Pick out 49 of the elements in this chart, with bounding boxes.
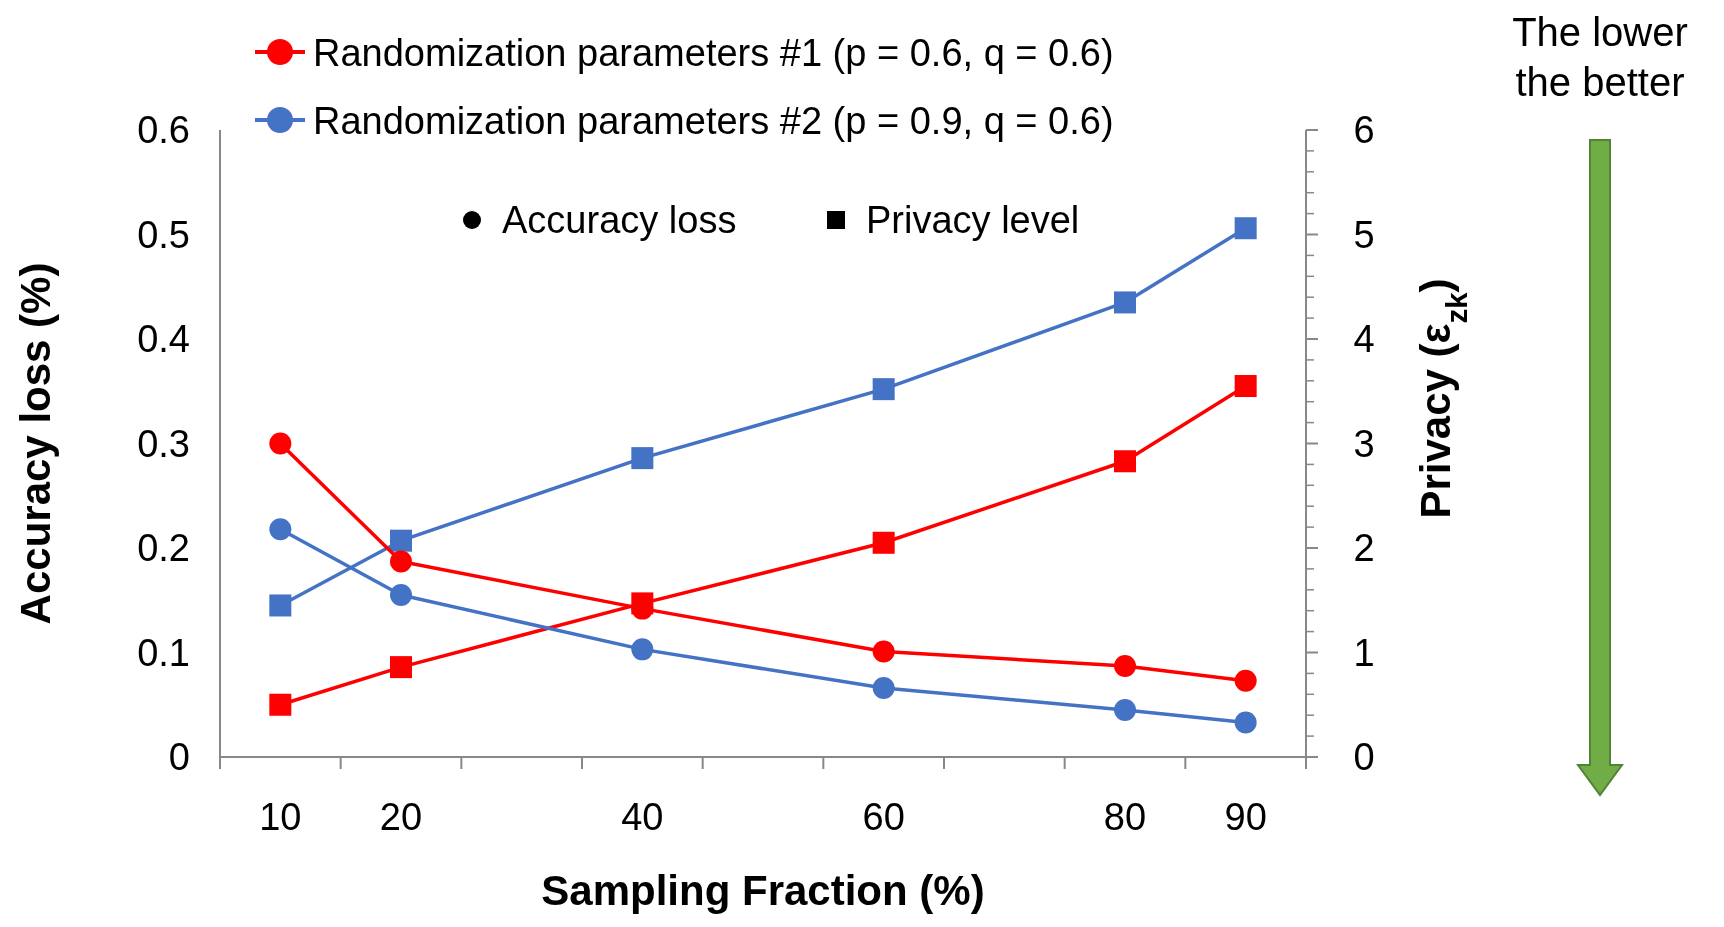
legend-label: Randomization parameters #2 (p = 0.9, q = 0.6): [313, 100, 1114, 142]
point: [1114, 655, 1136, 678]
x-tick-label: 20: [379, 796, 423, 838]
point: [631, 447, 654, 470]
point: [872, 677, 895, 700]
point: [1234, 669, 1257, 692]
point: [1234, 217, 1257, 240]
y-tick-label: 0.5: [137, 213, 190, 256]
point: [1114, 698, 1136, 721]
y2-tick-label: 4: [1353, 318, 1375, 360]
x-axis-title: Sampling Fraction (%): [541, 867, 985, 914]
point: [390, 550, 412, 573]
y-axis-title: Accuracy loss (%): [12, 262, 59, 625]
point: [1234, 375, 1257, 398]
y-tick-label: 0.4: [137, 318, 190, 360]
point: [631, 638, 654, 661]
point: [269, 518, 292, 541]
x-tick-label: 10: [259, 796, 302, 838]
point: [872, 378, 895, 401]
point: [872, 531, 895, 554]
point: [872, 640, 895, 663]
text: The lower the better: [1512, 10, 1688, 104]
point: [1114, 291, 1136, 314]
y-tick-label: 0.6: [137, 109, 190, 151]
y-tick-label: 0.1: [137, 631, 190, 674]
point: [1114, 450, 1136, 473]
y2-tick-label: 6: [1353, 109, 1375, 151]
x-tick-label: 60: [862, 796, 905, 838]
y-tick-label: 0.3: [137, 422, 190, 465]
point: [1234, 711, 1257, 734]
annotation: Accuracy loss: [502, 199, 737, 241]
y2-tick-label: 5: [1353, 213, 1375, 256]
annotation: Privacy level: [866, 199, 1080, 241]
y2-tick-label: 0: [1353, 736, 1375, 778]
point: [390, 584, 412, 607]
y2-tick-label: 2: [1353, 527, 1375, 569]
y2-tick-label: 1: [1353, 631, 1375, 674]
legend-label: Randomization parameters #1 (p = 0.6, q = 0.6): [313, 32, 1114, 74]
point: [269, 432, 292, 455]
x-tick-label: 40: [621, 796, 664, 838]
x-tick-label: 80: [1103, 796, 1147, 838]
y-tick-label: 0: [168, 736, 190, 778]
y2-tick-label: 3: [1353, 422, 1375, 465]
y-tick-label: 0.2: [137, 527, 190, 569]
point: [390, 656, 412, 679]
x-tick-label: 90: [1224, 796, 1267, 838]
point: [269, 693, 292, 716]
point: [269, 594, 292, 617]
point: [390, 529, 412, 552]
